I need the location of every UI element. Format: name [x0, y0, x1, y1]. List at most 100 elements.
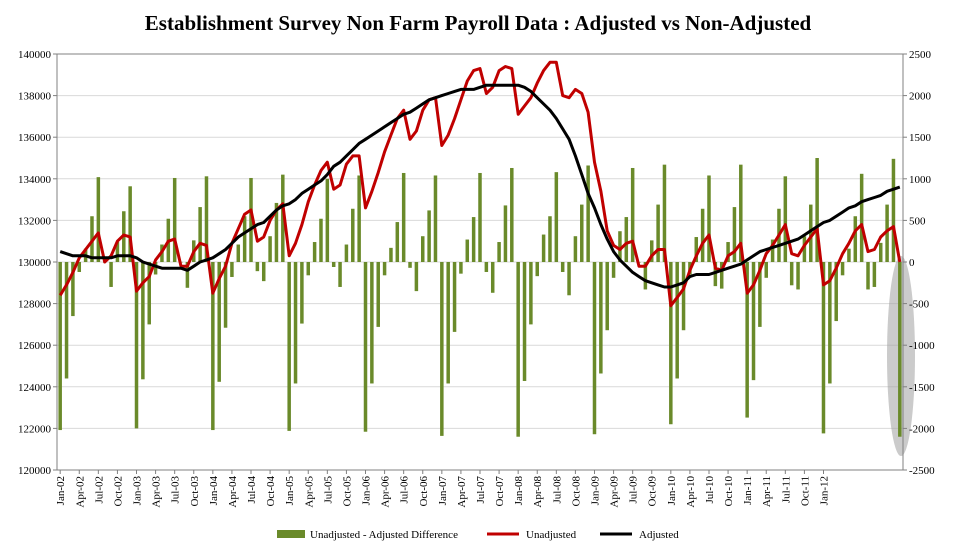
difference-bar [643, 262, 648, 290]
difference-bar [268, 236, 272, 262]
x-tick-label: Jan-10 [666, 476, 678, 506]
difference-bar [592, 262, 597, 435]
difference-bar [599, 262, 603, 374]
difference-bar [713, 262, 718, 287]
y-right-tick-label: -2000 [909, 423, 935, 435]
difference-bar [630, 167, 635, 262]
x-tick-label: Jan-06 [361, 476, 373, 506]
difference-bar [675, 262, 679, 379]
y-right-tick-label: 1500 [909, 132, 932, 144]
difference-bar [274, 202, 279, 262]
difference-bar [153, 262, 158, 275]
difference-bar [312, 242, 317, 262]
difference-bar [669, 262, 673, 425]
difference-bar [802, 236, 807, 262]
difference-bar [382, 262, 387, 276]
x-tick-label: Oct-11 [799, 476, 811, 506]
legend-label-difference: Unadjusted - Adjusted Difference [310, 529, 458, 541]
difference-bar [363, 262, 368, 432]
x-tick-label: Jan-02 [55, 476, 67, 505]
difference-bar [198, 207, 202, 262]
difference-bar [376, 262, 380, 327]
x-tick-label: Jul-09 [628, 476, 640, 504]
y-right-tick-label: 2000 [909, 91, 932, 103]
difference-bar [739, 164, 743, 262]
difference-bar [853, 216, 858, 262]
chart-title: Establishment Survey Non Farm Payroll Da… [145, 11, 812, 35]
y-right-tick-labels: -2500 -2000 -1500 -1000 -500 0 500 1000 1500 2000… [903, 49, 935, 477]
difference-bar [529, 262, 533, 325]
difference-bar [446, 262, 450, 384]
difference-bar [719, 262, 724, 289]
legend-label-adjusted: Adjusted [639, 529, 679, 541]
difference-bar [885, 204, 889, 262]
difference-bar [821, 262, 826, 434]
x-tick-label: Jan-05 [284, 476, 296, 506]
difference-bar [440, 262, 444, 436]
difference-bar [287, 262, 291, 431]
y-left-tick-label: 134000 [18, 174, 52, 186]
x-tick-label: Jan-09 [589, 476, 601, 506]
unadjusted-line [58, 60, 902, 308]
difference-bar [64, 262, 69, 379]
x-tick-label: Jan-07 [437, 476, 449, 506]
y-right-tick-label: -2500 [909, 465, 935, 477]
difference-bar [878, 242, 883, 262]
difference-bar [554, 172, 559, 262]
y-right-tick-label: 500 [909, 215, 926, 227]
difference-bar [840, 262, 845, 276]
difference-bar [293, 262, 298, 384]
y-left-tick-label: 120000 [18, 465, 52, 477]
x-tick-label: Oct-09 [647, 476, 659, 507]
difference-bar [662, 164, 667, 262]
difference-bar [223, 262, 228, 328]
legend-label-unadjusted: Unadjusted [526, 529, 577, 541]
difference-bar [471, 217, 476, 262]
difference-bar [847, 248, 851, 262]
x-tick-label: Apr-02 [74, 476, 86, 508]
x-tick-label: Apr-09 [609, 476, 621, 508]
x-tick-label: Oct-03 [189, 476, 201, 507]
x-tick-label: Jul-10 [704, 476, 716, 504]
x-tick-label: Apr-04 [227, 476, 239, 508]
x-tick-label: Jul-07 [475, 476, 487, 504]
difference-bar [611, 262, 616, 278]
difference-bar [809, 204, 813, 262]
difference-bar [147, 262, 151, 325]
difference-bar [459, 262, 463, 274]
y-left-tick-label: 128000 [18, 299, 52, 311]
difference-bar [567, 262, 571, 296]
difference-bar [96, 177, 101, 262]
difference-bar [77, 262, 82, 272]
legend-swatch-bars [277, 530, 305, 538]
difference-bar [764, 262, 768, 278]
difference-bar [541, 234, 546, 262]
difference-bar [726, 242, 730, 262]
difference-bar [758, 262, 762, 327]
difference-bar [700, 208, 705, 262]
difference-bar [898, 262, 902, 437]
difference-bar [408, 262, 412, 268]
difference-bar [510, 167, 514, 262]
difference-bar [490, 262, 495, 293]
y-left-tick-label: 122000 [18, 423, 52, 435]
difference-bar [115, 242, 120, 262]
x-tick-label: Jul-06 [399, 476, 411, 504]
difference-bar [497, 242, 501, 262]
x-tick-label: Jan-11 [742, 476, 754, 505]
y-left-tick-label: 132000 [18, 215, 52, 227]
y-right-tick-label: 0 [909, 257, 915, 269]
difference-bar [249, 177, 253, 262]
x-tick-label: Jul-11 [780, 476, 792, 503]
difference-bar [185, 262, 190, 288]
x-tick-label: Oct-08 [570, 476, 582, 507]
y-left-tick-label: 124000 [18, 382, 52, 394]
difference-bar [560, 262, 565, 272]
difference-bar [751, 262, 756, 381]
difference-bar [796, 262, 800, 290]
x-tick-label: Jan-12 [818, 476, 830, 505]
difference-bar [859, 173, 864, 262]
difference-bar [306, 262, 311, 276]
difference-bar [421, 236, 425, 262]
x-tick-label: Oct-10 [723, 476, 735, 507]
